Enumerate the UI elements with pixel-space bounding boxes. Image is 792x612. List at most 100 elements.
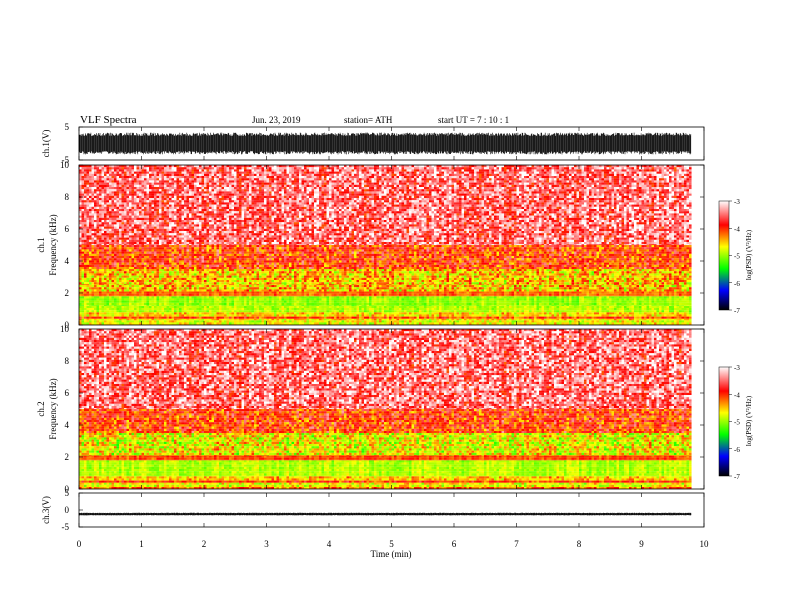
spectrogram-cell [362,305,365,306]
spectrogram-cell [389,296,392,298]
spectrogram-cell [299,308,302,310]
spectrogram-cell [674,310,677,312]
spectrogram-cell [447,322,450,324]
spectrogram-cell [687,314,690,316]
spectrogram-cell [194,298,197,300]
spectrogram-cell [157,308,160,310]
spectrogram-cell [202,312,205,314]
spectrogram-cell [404,314,407,316]
spectrogram-cell [362,312,365,314]
spectrogram-cell [502,314,505,316]
spectrogram-cell [132,296,135,298]
spectrogram-cell [467,322,470,324]
spectrogram-cell [637,312,640,314]
spectrogram-cell [169,314,172,316]
spectrogram-cell [207,308,210,310]
spectrogram-cell [419,310,422,312]
spectrogram-cell [642,319,645,320]
spectrogram-cell [187,305,190,306]
spectrogram-cell [664,320,667,322]
spectrogram-cell [639,306,642,308]
spectrogram-cell [547,319,550,320]
spectrogram-cell [222,303,225,305]
spectrogram-cell [124,320,127,322]
spectrogram-cell [227,305,230,306]
spectrogram-cell [474,312,477,314]
spectrogram-cell [229,296,232,298]
spectrogram-cell [307,306,310,308]
spectrogram-cell [289,305,292,306]
spectrogram-cell [324,301,327,303]
spectrogram-cell [619,306,622,308]
spectrogram-cell [444,320,447,322]
spectrogram-cell [422,310,425,312]
spectrogram-cell [552,317,555,319]
spectrogram-cell [687,317,690,319]
spectrogram-cell [489,317,492,319]
spectrogram-cell [232,308,235,310]
spectrogram-cell [557,306,560,308]
spectrogram-cell [122,312,125,314]
spectrogram-cell [334,303,337,305]
spectrogram-cell [332,319,335,320]
spectrogram-cell [139,306,142,308]
spectrogram-cell [522,308,525,310]
spectrogram-cell [309,320,312,322]
spectrogram-cell [349,306,352,308]
spectrogram-cell [247,296,250,298]
spectrogram-cell [124,308,127,310]
spectrogram-cell [577,306,580,308]
spectrogram-cell [139,319,142,320]
spectrogram-cell [174,319,177,320]
spectrogram-cell [407,312,410,314]
spectrogram-cell [379,306,382,308]
spectrogram-cell [149,298,152,300]
spectrogram-cell [282,306,285,308]
spectrogram-cell [542,317,545,319]
spectrogram-cell [269,312,272,314]
spectrogram-cell [679,310,682,312]
spectrogram-cell [137,310,140,312]
spectrogram-cell [109,305,112,306]
spectrogram-cell [152,322,155,324]
spectrogram-cell [329,322,332,324]
spectrogram-cell [327,305,330,306]
spectrogram-cell [109,306,112,308]
spectrogram-cell [304,320,307,322]
spectrogram-cell [514,310,517,312]
spectrogram-cell [374,317,377,319]
spectrogram-cell [689,319,692,320]
spectrogram-cell [204,310,207,312]
spectrogram-cell [394,320,397,322]
spectrogram-cell [454,319,457,320]
spectrogram-cell [377,308,380,310]
spectrogram-cell [154,317,157,319]
spectrogram-cell [274,301,277,303]
spectrogram-cell [307,312,310,314]
spectrogram-cell [304,317,307,319]
spectrogram-cell [167,303,170,305]
spectrogram-cell [562,312,565,314]
spectrogram-cell [149,303,152,305]
spectrogram-cell [652,310,655,312]
spectrogram-cell [597,319,600,320]
spectrogram-cell [129,310,132,312]
spectrogram-cell [177,303,180,305]
spectrogram-cell [379,317,382,319]
spectrogram-cell [207,320,210,322]
spectrogram-cell [267,305,270,306]
spectrogram-cell [684,317,687,319]
spectrogram-cell [552,306,555,308]
spectrogram-cell [384,312,387,314]
spectrogram-cell [92,319,95,320]
spectrogram-cell [459,320,462,322]
spectrogram-cell [672,319,675,320]
spectrogram-cell [387,306,390,308]
spectrogram-cell [129,312,132,314]
spectrogram-cell [219,322,222,324]
spectrogram-cell [157,305,160,306]
spectrogram-cell [269,317,272,319]
spectrogram-cell [177,314,180,316]
spectrogram-cell [104,308,107,310]
spectrogram-cell [394,306,397,308]
